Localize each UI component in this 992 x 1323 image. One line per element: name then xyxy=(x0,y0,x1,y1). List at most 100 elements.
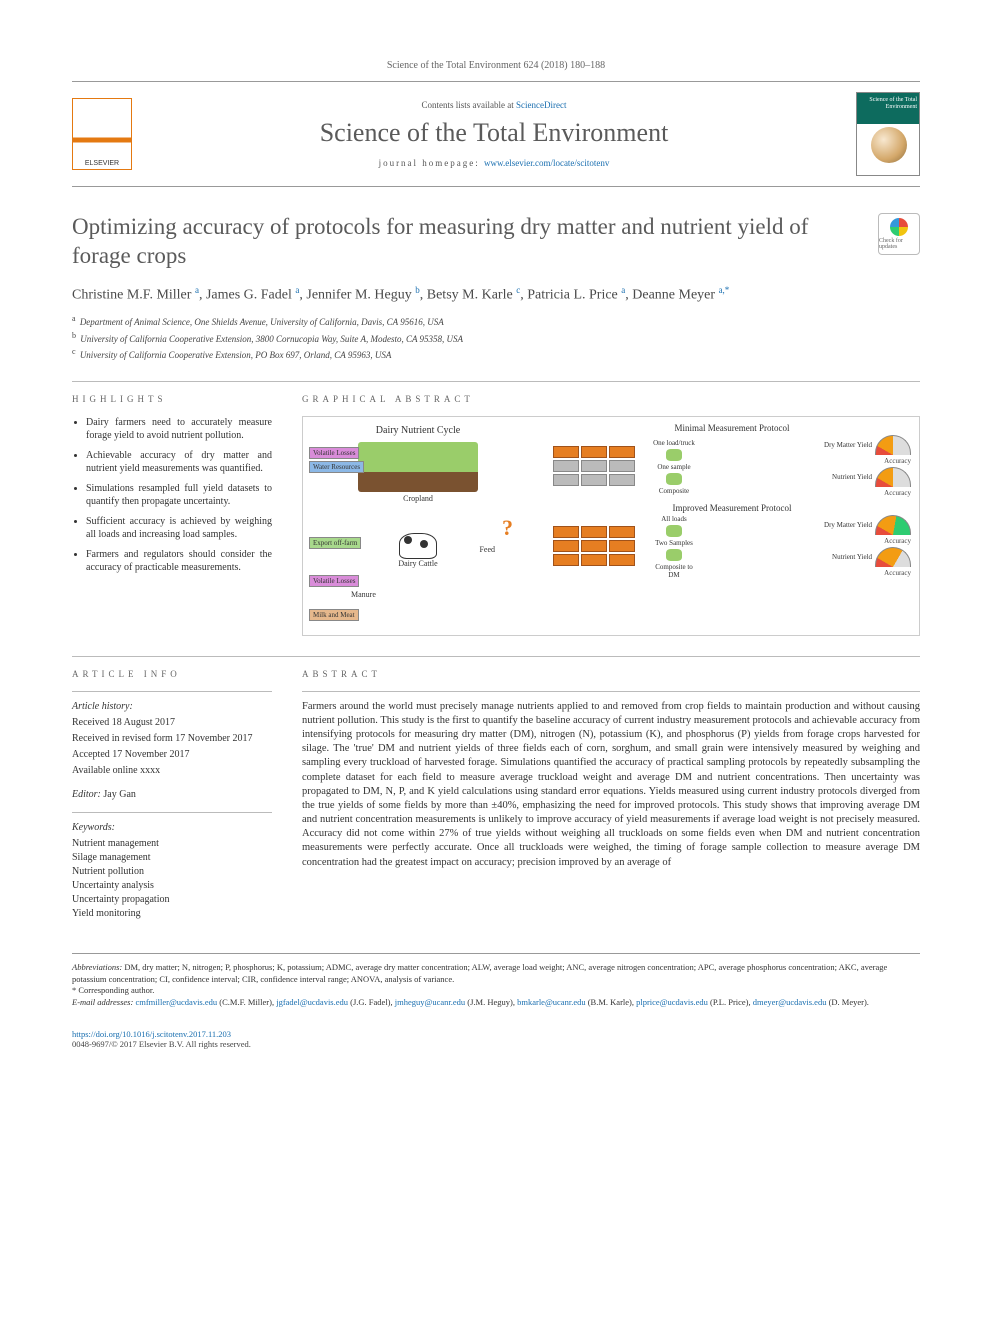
journal-name: Science of the Total Environment xyxy=(148,118,840,148)
truck-icon xyxy=(609,474,635,486)
truck-icon xyxy=(553,540,579,552)
page-footer: https://doi.org/10.1016/j.scitotenv.2017… xyxy=(72,1029,920,1049)
crossmark-label: Check for updates xyxy=(879,238,919,250)
crossmark-icon xyxy=(890,218,908,236)
doi-link[interactable]: https://doi.org/10.1016/j.scitotenv.2017… xyxy=(72,1029,231,1039)
sample-icon xyxy=(666,473,682,485)
email-link[interactable]: jmheguy@ucanr.edu xyxy=(395,997,465,1007)
highlight-item: Simulations resampled full yield dataset… xyxy=(86,482,272,509)
keywords-block: Keywords: Nutrient managementSilage mana… xyxy=(72,821,272,921)
contents-prefix: Contents lists available at xyxy=(422,100,516,110)
history-line: Accepted 17 November 2017 xyxy=(72,748,272,762)
history-line: Received 18 August 2017 xyxy=(72,716,272,730)
homepage-prefix: journal homepage: xyxy=(379,158,484,168)
keywords-heading: Keywords: xyxy=(72,821,272,835)
gauge-icon xyxy=(875,467,911,487)
keyword-item: Nutrient management xyxy=(72,837,272,851)
ga-feed-label: Feed xyxy=(479,545,495,554)
truck-icon xyxy=(609,460,635,472)
citation-line: Science of the Total Environment 624 (20… xyxy=(72,60,920,71)
ga-cropland-label: Cropland xyxy=(313,494,523,503)
email-addresses: E-mail addresses: cmfmiller@ucdavis.edu … xyxy=(72,997,920,1009)
corresponding-author: * Corresponding author. xyxy=(72,985,920,997)
sciencedirect-link[interactable]: ScienceDirect xyxy=(516,100,566,110)
ga-manure-label: Manure xyxy=(351,590,376,599)
highlights-list: Dairy farmers need to accurately measure… xyxy=(72,416,272,575)
graphical-abstract: Dairy Nutrient Cycle Volatile Losses Wat… xyxy=(302,416,920,636)
gauge-icon xyxy=(875,435,911,455)
author-list: Christine M.F. Miller a, James G. Fadel … xyxy=(72,285,920,304)
article-info-label: ARTICLE INFO xyxy=(72,669,272,679)
ga-cattle-label: Dairy Cattle xyxy=(313,559,523,568)
truck-icon xyxy=(553,474,579,486)
highlight-item: Sufficient accuracy is achieved by weigh… xyxy=(86,515,272,542)
ga-cycle-title: Dairy Nutrient Cycle xyxy=(313,425,523,436)
contents-line: Contents lists available at ScienceDirec… xyxy=(148,100,840,110)
email-link[interactable]: plprice@ucdavis.edu xyxy=(636,997,708,1007)
ga-question-icon: ? xyxy=(502,515,513,541)
ga-cow-icon xyxy=(399,533,437,559)
history-line: Received in revised form 17 November 201… xyxy=(72,732,272,746)
article-history: Article history: Received 18 August 2017… xyxy=(72,700,272,778)
journal-header: Contents lists available at ScienceDirec… xyxy=(72,81,920,187)
abbrev-label: Abbreviations: xyxy=(72,962,122,972)
history-heading: Article history: xyxy=(72,700,272,714)
footnotes: Abbreviations: DM, dry matter; N, nitrog… xyxy=(72,953,920,1010)
history-line: Available online xxxx xyxy=(72,764,272,778)
abstract-label: ABSTRACT xyxy=(302,669,920,679)
highlight-item: Farmers and regulators should consider t… xyxy=(86,548,272,575)
truck-icon xyxy=(581,526,607,538)
truck-icon xyxy=(553,554,579,566)
cover-globe-icon xyxy=(871,127,907,163)
truck-icon xyxy=(553,460,579,472)
keyword-item: Yield monitoring xyxy=(72,907,272,921)
truck-icon xyxy=(553,526,579,538)
abbrev-text: DM, dry matter; N, nitrogen; P, phosphor… xyxy=(72,962,887,984)
truck-icon xyxy=(609,554,635,566)
highlight-item: Achievable accuracy of dry matter and nu… xyxy=(86,449,272,476)
truck-icon xyxy=(581,446,607,458)
homepage-line: journal homepage: www.elsevier.com/locat… xyxy=(148,158,840,168)
copyright-line: 0048-9697/© 2017 Elsevier B.V. All right… xyxy=(72,1039,251,1049)
email-link[interactable]: jgfadel@ucdavis.edu xyxy=(276,997,348,1007)
ga-protocol: Minimal Measurement Protocol One load/tr… xyxy=(553,423,911,499)
journal-cover-thumbnail: Science of the Total Environment xyxy=(856,92,920,176)
crossmark-badge[interactable]: Check for updates xyxy=(878,213,920,255)
email-link[interactable]: cmfmiller@ucdavis.edu xyxy=(135,997,217,1007)
keyword-item: Nutrient pollution xyxy=(72,865,272,879)
homepage-link[interactable]: www.elsevier.com/locate/scitotenv xyxy=(484,158,609,168)
elsevier-logo xyxy=(72,98,132,170)
gauge-icon xyxy=(875,547,911,567)
ga-protocol: Improved Measurement Protocol All loadsT… xyxy=(553,503,911,579)
truck-icon xyxy=(581,554,607,566)
editor-block: Editor: Jay Gan xyxy=(72,788,272,802)
highlights-label: HIGHLIGHTS xyxy=(72,394,272,404)
keyword-item: Uncertainty analysis xyxy=(72,879,272,893)
truck-icon xyxy=(609,446,635,458)
ga-tag-export: Export off-farm xyxy=(309,537,361,549)
sample-icon xyxy=(666,525,682,537)
ga-tag-volatile2: Volatile Losses xyxy=(309,575,359,587)
ga-tag-volatile: Volatile Losses xyxy=(309,447,359,459)
truck-icon xyxy=(581,540,607,552)
truck-icon xyxy=(609,526,635,538)
editor-name: Jay Gan xyxy=(103,789,136,800)
gauge-icon xyxy=(875,515,911,535)
graphical-abstract-label: GRAPHICAL ABSTRACT xyxy=(302,394,920,404)
ga-tag-milk: Milk and Meat xyxy=(309,609,359,621)
truck-icon xyxy=(581,474,607,486)
keyword-item: Silage management xyxy=(72,851,272,865)
editor-label: Editor: xyxy=(72,789,101,800)
truck-icon xyxy=(581,460,607,472)
article-title: Optimizing accuracy of protocols for mea… xyxy=(72,213,858,271)
keyword-item: Uncertainty propagation xyxy=(72,893,272,907)
abstract-text: Farmers around the world must precisely … xyxy=(302,700,920,870)
affiliations: a Department of Animal Science, One Shie… xyxy=(72,313,920,363)
email-link[interactable]: bmkarle@ucanr.edu xyxy=(517,997,585,1007)
truck-icon xyxy=(553,446,579,458)
sample-icon xyxy=(666,449,682,461)
email-link[interactable]: dmeyer@ucdavis.edu xyxy=(753,997,827,1007)
ga-tag-water: Water Resources xyxy=(309,461,364,473)
truck-icon xyxy=(609,540,635,552)
highlight-item: Dairy farmers need to accurately measure… xyxy=(86,416,272,443)
